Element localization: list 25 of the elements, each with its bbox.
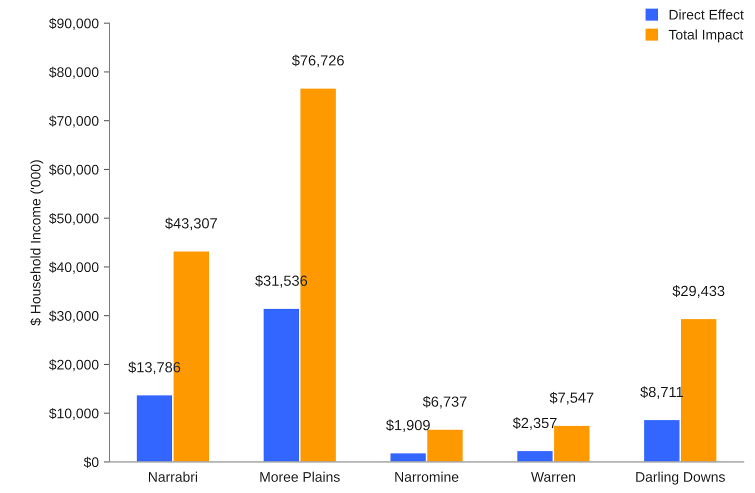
y-axis-title: $ Household Income ('000): [30, 160, 44, 326]
legend-label: Total Impact: [668, 29, 744, 42]
x-tick-label: Narrabri: [148, 472, 198, 482]
y-tick-label: $60,000: [49, 164, 99, 176]
data-label: $2,357: [512, 417, 557, 430]
y-tick-label: $30,000: [49, 310, 99, 322]
y-tick-label: $20,000: [49, 359, 99, 372]
y-tick-label: $90,000: [49, 18, 99, 30]
y-tick-label: $70,000: [49, 115, 99, 128]
data-label: $76,726: [292, 54, 344, 68]
y-tick-label: $0: [84, 456, 99, 468]
y-tick-label: $10,000: [49, 408, 99, 420]
data-label: $6,737: [422, 396, 467, 408]
data-label: $1,909: [386, 419, 430, 432]
data-label: $7,547: [550, 392, 594, 405]
data-label: $29,433: [672, 285, 724, 298]
legend-label: Direct Effect: [670, 9, 744, 20]
x-tick-label: Warren: [530, 472, 576, 482]
x-tick-label: Narromine: [395, 472, 458, 482]
y-tick-label: $40,000: [49, 262, 99, 274]
y-tick-label: $80,000: [49, 66, 99, 79]
x-tick-label: Darling Downs: [636, 472, 725, 485]
data-label: $43,307: [165, 218, 217, 230]
x-tick-label: Moree Plains: [260, 472, 340, 482]
y-tick-label: $50,000: [49, 212, 99, 225]
